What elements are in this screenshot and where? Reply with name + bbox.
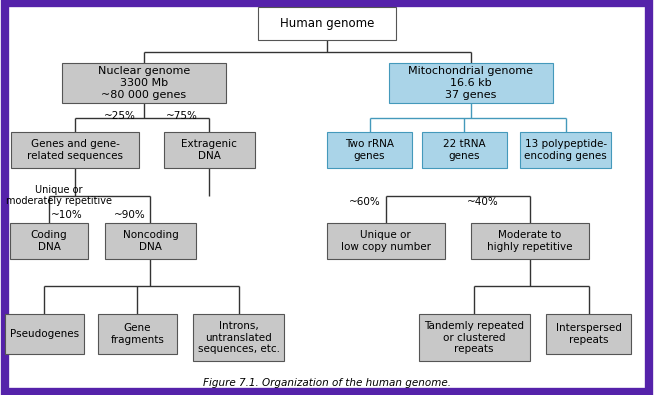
- FancyBboxPatch shape: [12, 132, 139, 168]
- Text: Interspersed
repeats: Interspersed repeats: [556, 323, 621, 344]
- Text: ~90%: ~90%: [114, 210, 145, 220]
- Text: Genes and gene-
related sequences: Genes and gene- related sequences: [27, 139, 123, 161]
- Text: Tandemly repeated
or clustered
repeats: Tandemly repeated or clustered repeats: [424, 321, 524, 354]
- Text: Human genome: Human genome: [280, 17, 374, 30]
- Text: Noncoding
DNA: Noncoding DNA: [122, 230, 179, 252]
- FancyBboxPatch shape: [62, 63, 226, 103]
- Text: Gene
fragments: Gene fragments: [111, 323, 164, 344]
- Text: ~75%: ~75%: [166, 111, 198, 121]
- Text: Pseudogenes: Pseudogenes: [10, 329, 79, 339]
- FancyBboxPatch shape: [546, 314, 631, 354]
- Text: ~25%: ~25%: [104, 111, 135, 121]
- Text: ~60%: ~60%: [349, 197, 381, 207]
- Text: Introns,
untranslated
sequences, etc.: Introns, untranslated sequences, etc.: [198, 321, 280, 354]
- FancyBboxPatch shape: [419, 314, 530, 361]
- FancyBboxPatch shape: [258, 7, 396, 41]
- FancyBboxPatch shape: [327, 132, 412, 168]
- Text: Coding
DNA: Coding DNA: [31, 230, 67, 252]
- FancyBboxPatch shape: [105, 223, 196, 259]
- Text: Unique or
moderately repetitive: Unique or moderately repetitive: [6, 185, 112, 206]
- FancyBboxPatch shape: [520, 132, 611, 168]
- FancyBboxPatch shape: [422, 132, 507, 168]
- Text: Mitochondrial genome
16.6 kb
37 genes: Mitochondrial genome 16.6 kb 37 genes: [408, 66, 534, 100]
- FancyBboxPatch shape: [193, 314, 284, 361]
- FancyBboxPatch shape: [471, 223, 589, 259]
- Text: Extragenic
DNA: Extragenic DNA: [181, 139, 237, 161]
- FancyBboxPatch shape: [164, 132, 255, 168]
- Text: Figure 7.1. Organization of the human genome.: Figure 7.1. Organization of the human ge…: [203, 378, 451, 388]
- FancyBboxPatch shape: [327, 223, 445, 259]
- FancyBboxPatch shape: [389, 63, 553, 103]
- Text: Two rRNA
genes: Two rRNA genes: [345, 139, 394, 161]
- Text: ~40%: ~40%: [467, 197, 498, 207]
- FancyBboxPatch shape: [10, 223, 88, 259]
- Text: 13 polypeptide-
encoding genes: 13 polypeptide- encoding genes: [525, 139, 607, 161]
- Text: Moderate to
highly repetitive: Moderate to highly repetitive: [487, 230, 572, 252]
- Text: Nuclear genome
3300 Mb
~80 000 genes: Nuclear genome 3300 Mb ~80 000 genes: [97, 66, 190, 100]
- FancyBboxPatch shape: [5, 314, 84, 354]
- Text: 22 tRNA
genes: 22 tRNA genes: [443, 139, 486, 161]
- Text: ~10%: ~10%: [51, 210, 82, 220]
- FancyBboxPatch shape: [98, 314, 177, 354]
- Text: Unique or
low copy number: Unique or low copy number: [341, 230, 431, 252]
